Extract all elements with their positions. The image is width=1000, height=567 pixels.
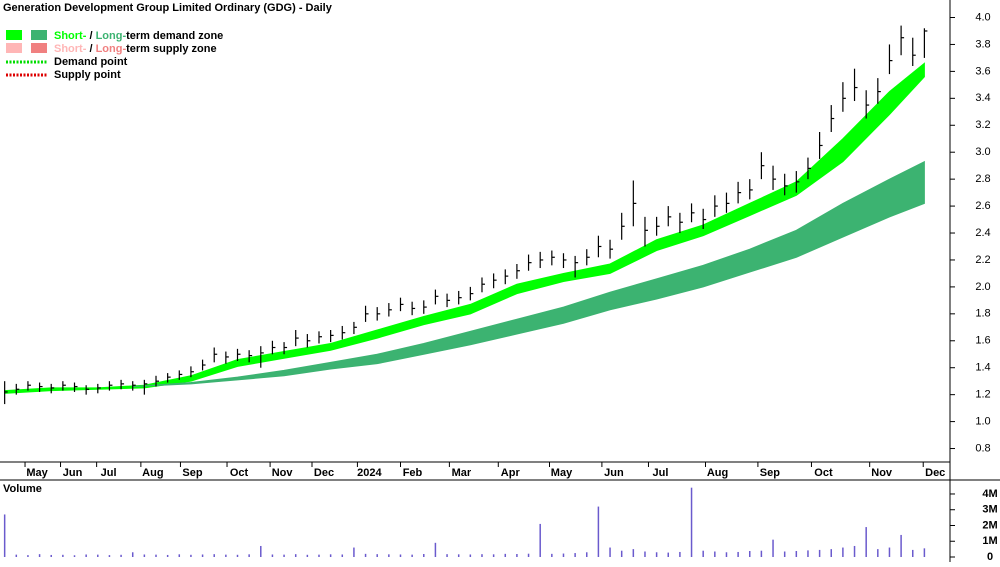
legend-swatch bbox=[31, 30, 47, 40]
x-tick-label: Jun bbox=[63, 467, 83, 479]
x-tick-label: May bbox=[551, 467, 573, 479]
chart-title: Generation Development Group Limited Ord… bbox=[3, 2, 333, 14]
x-tick-label: Jun bbox=[604, 467, 624, 479]
x-tick-label: Feb bbox=[403, 467, 423, 479]
x-tick-label: 2024 bbox=[357, 467, 382, 479]
x-tick-label: Jul bbox=[653, 467, 669, 479]
y-tick-label: 1.6 bbox=[975, 335, 990, 347]
y-tick-label: 3.6 bbox=[975, 65, 990, 77]
legend: Short- / Long-term demand zone Short- / … bbox=[6, 30, 223, 81]
legend-part: term demand zone bbox=[126, 30, 223, 42]
legend-label: Short- / Long-term supply zone bbox=[54, 43, 217, 55]
legend-part: / bbox=[86, 30, 95, 42]
legend-part: Long- bbox=[96, 43, 127, 55]
x-tick-label: May bbox=[26, 467, 48, 479]
y-tick-label: 4M bbox=[982, 488, 997, 500]
y-tick-label: 1.8 bbox=[975, 308, 990, 320]
x-tick-label: Mar bbox=[452, 467, 472, 479]
y-tick-label: 2.4 bbox=[975, 227, 990, 239]
y-tick-label: 2.0 bbox=[975, 281, 990, 293]
x-tick-label: Oct bbox=[814, 467, 833, 479]
legend-swatch bbox=[31, 43, 47, 53]
y-tick-label: 1.4 bbox=[975, 362, 990, 374]
y-tick-label: 1.0 bbox=[975, 415, 990, 427]
x-tick-label: Dec bbox=[925, 467, 945, 479]
y-tick-label: 0.8 bbox=[975, 442, 990, 454]
x-tick-label: Aug bbox=[707, 467, 728, 479]
x-tick-label: Nov bbox=[272, 467, 294, 479]
x-tick-label: Dec bbox=[314, 467, 334, 479]
y-tick-label: 4.0 bbox=[975, 11, 990, 23]
volume-label: Volume bbox=[3, 483, 42, 495]
x-tick-label: Sep bbox=[182, 467, 202, 479]
x-tick-label: Aug bbox=[142, 467, 163, 479]
y-tick-label: 1M bbox=[982, 535, 997, 547]
y-tick-label: 3.8 bbox=[975, 38, 990, 50]
demand-zone bbox=[4, 62, 925, 394]
y-tick-label: 2.8 bbox=[975, 173, 990, 185]
legend-label: Supply point bbox=[54, 69, 121, 81]
x-tick-label: Sep bbox=[760, 467, 780, 479]
legend-part: term supply zone bbox=[126, 43, 216, 55]
legend-part: Long- bbox=[96, 30, 127, 42]
y-tick-label: 0 bbox=[987, 551, 993, 562]
y-tick-label: 3M bbox=[982, 504, 997, 516]
demand-zone bbox=[132, 160, 925, 388]
legend-part: Short- bbox=[54, 30, 87, 42]
bars bbox=[4, 25, 928, 405]
y-tick-label: 3.2 bbox=[975, 119, 990, 131]
x-tick-label: Apr bbox=[501, 467, 521, 479]
y-tick-label: 3.4 bbox=[975, 92, 990, 104]
x-tick-label: Oct bbox=[230, 467, 249, 479]
legend-label: Short- / Long-term demand zone bbox=[54, 30, 223, 42]
y-tick-label: 1.2 bbox=[975, 389, 990, 401]
legend-part: / bbox=[86, 43, 95, 55]
x-tick-label: Jul bbox=[101, 467, 117, 479]
y-tick-label: 3.0 bbox=[975, 146, 990, 158]
legend-swatch bbox=[6, 43, 22, 53]
y-tick-label: 2.6 bbox=[975, 200, 990, 212]
legend-label: Demand point bbox=[54, 56, 128, 68]
y-tick-label: 2.2 bbox=[975, 254, 990, 266]
zones bbox=[4, 62, 925, 394]
y-tick-label: 2M bbox=[982, 519, 997, 531]
legend-part: Short- bbox=[54, 43, 87, 55]
x-tick-label: Nov bbox=[871, 467, 893, 479]
legend-swatch bbox=[6, 30, 22, 40]
